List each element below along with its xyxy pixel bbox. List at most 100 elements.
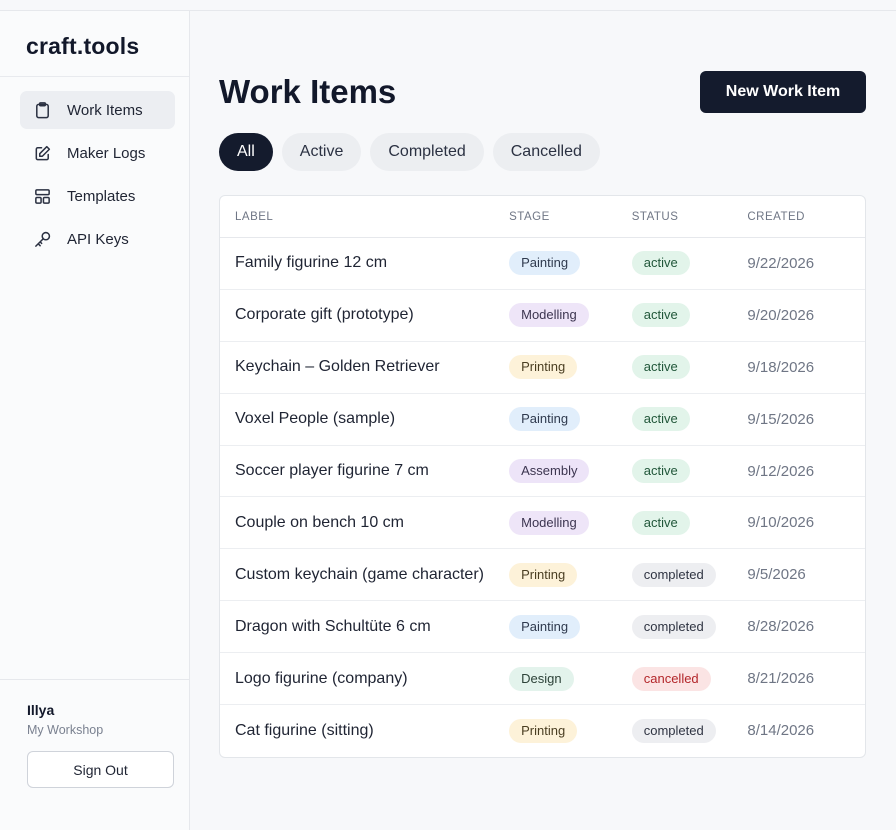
stage-badge: Painting bbox=[509, 614, 581, 639]
row-label[interactable]: Corporate gift (prototype) bbox=[235, 306, 414, 324]
created-date: 8/21/2026 bbox=[747, 670, 815, 688]
stage-cell: Painting bbox=[509, 251, 632, 276]
row-label[interactable]: Dragon with Schultüte 6 cm bbox=[235, 617, 431, 635]
sidebar-item-label: Templates bbox=[67, 187, 136, 205]
stage-cell: Painting bbox=[509, 407, 632, 432]
status-cell: completed bbox=[631, 718, 748, 743]
main-content: Work Items New Work Item All Active Comp… bbox=[190, 11, 896, 830]
key-icon bbox=[32, 229, 52, 249]
status-badge: completed bbox=[631, 718, 716, 743]
status-cell: cancelled bbox=[631, 666, 748, 691]
table-row[interactable]: Logo figurine (company) Design cancelled 8/… bbox=[220, 653, 865, 706]
stage-cell: Painting bbox=[509, 614, 632, 639]
table-row[interactable]: Dragon with Schultüte 6 cm Painting comple… bbox=[220, 601, 865, 654]
sidebar-item-api-keys[interactable]: API Keys bbox=[20, 220, 175, 258]
status-badge: active bbox=[631, 510, 690, 535]
created-date: 9/5/2026 bbox=[747, 566, 806, 584]
stage-cell: Printing bbox=[509, 355, 632, 380]
page-title: Work Items bbox=[219, 73, 397, 110]
status-cell: active bbox=[631, 459, 748, 483]
sidebar-item-maker-logs[interactable]: Maker Logs bbox=[20, 134, 175, 172]
status-cell: completed bbox=[631, 614, 748, 639]
row-label[interactable]: Family figurine 12 cm bbox=[235, 254, 388, 272]
app-shell: craft.tools Work Items Maker Logs Templa… bbox=[0, 11, 896, 830]
created-date: 8/14/2026 bbox=[747, 722, 815, 740]
filter-active[interactable]: Active bbox=[281, 133, 362, 171]
stage-badge: Printing bbox=[509, 562, 578, 587]
status-badge: active bbox=[631, 251, 690, 276]
sign-out-button[interactable]: Sign Out bbox=[27, 751, 174, 788]
filter-tabs: All Active Completed Cancelled bbox=[219, 133, 600, 171]
table-body: Family figurine 12 cm Painting active 9/22/… bbox=[220, 238, 865, 757]
row-label[interactable]: Custom keychain (game character) bbox=[235, 565, 484, 583]
created-date: 8/28/2026 bbox=[747, 618, 815, 636]
status-badge: active bbox=[631, 459, 690, 483]
stage-badge: Painting bbox=[509, 251, 581, 276]
created-date: 9/12/2026 bbox=[747, 462, 815, 480]
status-badge: active bbox=[631, 303, 690, 328]
stage-badge: Modelling bbox=[509, 510, 589, 535]
brand-logo[interactable]: craft.tools bbox=[0, 11, 189, 77]
stage-badge: Printing bbox=[509, 355, 578, 380]
table-row[interactable]: Keychain – Golden Retriever Printing activ… bbox=[220, 342, 865, 394]
status-badge: active bbox=[631, 407, 690, 432]
new-work-item-button[interactable]: New Work Item bbox=[700, 71, 866, 113]
table-row[interactable]: Couple on bench 10 cm Modelling active 9/10… bbox=[220, 497, 865, 550]
status-cell: active bbox=[631, 303, 748, 328]
stage-badge: Printing bbox=[509, 718, 578, 743]
status-cell: completed bbox=[631, 562, 748, 587]
stage-cell: Printing bbox=[509, 718, 632, 743]
column-header-label[interactable]: LABEL bbox=[235, 210, 274, 223]
workspace-name: My Workshop bbox=[27, 723, 104, 737]
stage-cell: Assembly bbox=[509, 459, 632, 483]
sidebar-item-templates[interactable]: Templates bbox=[20, 177, 175, 215]
sidebar-nav: Work Items Maker Logs Templates API Keys bbox=[0, 77, 189, 258]
sidebar-item-work-items[interactable]: Work Items bbox=[20, 91, 175, 129]
status-badge: cancelled bbox=[631, 666, 711, 691]
user-name: Illya bbox=[27, 702, 55, 718]
column-header-stage[interactable]: STAGE bbox=[509, 210, 550, 223]
layout-icon bbox=[32, 186, 52, 206]
table-header: LABEL STAGE STATUS CREATED bbox=[220, 196, 865, 238]
created-date: 9/10/2026 bbox=[747, 514, 815, 532]
row-label[interactable]: Keychain – Golden Retriever bbox=[235, 358, 440, 376]
sidebar-item-label: API Keys bbox=[67, 230, 129, 248]
stage-cell: Modelling bbox=[509, 510, 632, 535]
filter-completed[interactable]: Completed bbox=[370, 133, 484, 171]
status-cell: active bbox=[631, 251, 748, 276]
status-badge: completed bbox=[631, 614, 716, 639]
table-row[interactable]: Cat figurine (sitting) Printing completed 8… bbox=[220, 705, 865, 757]
stage-badge: Assembly bbox=[509, 459, 590, 483]
column-header-status[interactable]: STATUS bbox=[631, 210, 679, 223]
created-date: 9/18/2026 bbox=[747, 358, 815, 376]
table-row[interactable]: Voxel People (sample) Painting active 9/15/… bbox=[220, 394, 865, 446]
filter-cancelled[interactable]: Cancelled bbox=[492, 133, 600, 171]
created-date: 9/20/2026 bbox=[747, 306, 815, 324]
created-date: 9/15/2026 bbox=[747, 410, 815, 428]
table-row[interactable]: Family figurine 12 cm Painting active 9/22/… bbox=[220, 238, 865, 290]
filter-all[interactable]: All bbox=[219, 133, 273, 171]
status-badge: completed bbox=[631, 562, 716, 587]
column-header-created[interactable]: CREATED bbox=[747, 210, 805, 223]
row-label[interactable]: Cat figurine (sitting) bbox=[235, 721, 374, 739]
sidebar-footer: Illya My Workshop Sign Out bbox=[0, 679, 189, 830]
status-cell: active bbox=[631, 510, 748, 535]
status-badge: active bbox=[631, 355, 690, 380]
row-label[interactable]: Voxel People (sample) bbox=[235, 410, 396, 428]
stage-badge: Design bbox=[509, 666, 574, 691]
sidebar-item-label: Work Items bbox=[67, 101, 143, 119]
table-row[interactable]: Custom keychain (game character) Printing… bbox=[220, 549, 865, 602]
stage-badge: Painting bbox=[509, 407, 581, 432]
row-label[interactable]: Soccer player figurine 7 cm bbox=[235, 462, 429, 479]
stage-badge: Modelling bbox=[509, 303, 589, 328]
window-top-edge bbox=[0, 0, 896, 11]
sidebar: craft.tools Work Items Maker Logs Templa… bbox=[0, 11, 190, 830]
created-date: 9/22/2026 bbox=[747, 254, 815, 272]
row-label[interactable]: Couple on bench 10 cm bbox=[235, 513, 404, 531]
stage-cell: Modelling bbox=[509, 303, 632, 328]
table-row[interactable]: Corporate gift (prototype) Modelling activ… bbox=[220, 290, 865, 342]
table-row[interactable]: Soccer player figurine 7 cm Assembly activ… bbox=[220, 446, 865, 498]
row-label[interactable]: Logo figurine (company) bbox=[235, 669, 408, 687]
clipboard-icon bbox=[32, 100, 52, 120]
status-cell: active bbox=[631, 407, 748, 432]
